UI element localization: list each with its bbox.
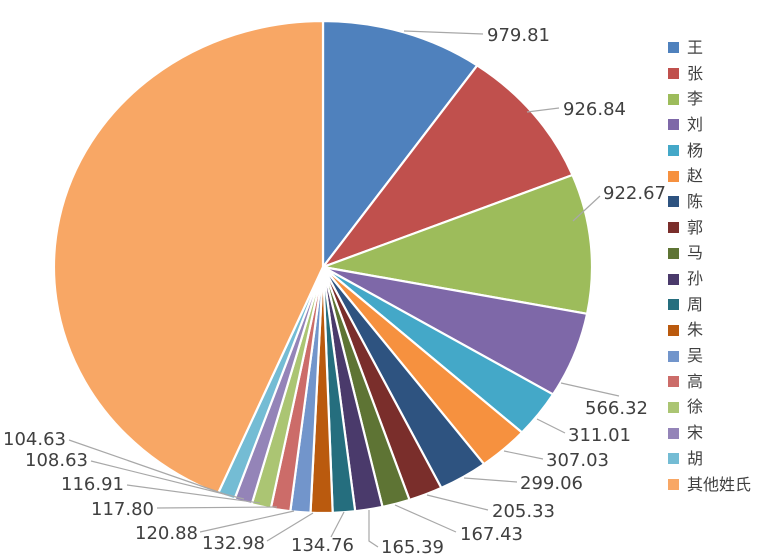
legend-swatch-xu: [668, 401, 679, 413]
legend-item-zhang[interactable]: 张: [668, 61, 751, 87]
legend-swatch-gao: [668, 376, 679, 388]
leader-line-xu: [126, 484, 261, 504]
leader-line-liu: [560, 382, 620, 397]
leader-line-zhang: [526, 107, 560, 113]
value-label-sun: 165.39: [381, 537, 444, 556]
legend-item-wang[interactable]: 王: [668, 35, 751, 61]
legend-swatch-yang: [668, 145, 679, 157]
leader-line-zhou: [330, 511, 345, 538]
legend-label-song: 宋: [687, 423, 704, 443]
legend-label-gao: 高: [687, 371, 704, 391]
legend-item-chen[interactable]: 陈: [668, 189, 751, 215]
value-label-yang: 311.01: [568, 425, 631, 446]
legend-item-other-surnames[interactable]: 其他姓氏: [668, 472, 751, 498]
chart-legend: 王张李刘杨赵陈郭马孙周朱吴高徐宋胡其他姓氏: [668, 35, 751, 497]
legend-item-song[interactable]: 宋: [668, 420, 751, 446]
legend-item-hu[interactable]: 胡: [668, 446, 751, 472]
legend-swatch-chen: [668, 196, 679, 208]
value-label-zhao: 307.03: [546, 450, 609, 471]
value-label-wang: 979.81: [487, 25, 550, 46]
legend-item-gao[interactable]: 高: [668, 369, 751, 395]
value-label-ma: 167.43: [460, 524, 523, 545]
legend-item-ma[interactable]: 马: [668, 241, 751, 267]
leader-line-ma: [394, 504, 457, 533]
legend-label-zhang: 张: [687, 63, 704, 83]
legend-swatch-wu: [668, 350, 679, 362]
legend-item-zhu[interactable]: 朱: [668, 318, 751, 344]
legend-item-wu[interactable]: 吴: [668, 343, 751, 369]
value-label-hu: 104.63: [3, 429, 66, 450]
legend-item-yang[interactable]: 杨: [668, 138, 751, 164]
leader-line-chen: [463, 477, 518, 483]
legend-label-ma: 马: [687, 243, 704, 263]
legend-swatch-song: [668, 427, 679, 439]
legend-label-hu: 胡: [687, 448, 704, 468]
legend-item-zhou[interactable]: 周: [668, 292, 751, 318]
leader-line-sun: [368, 510, 379, 548]
leader-line-zhu: [266, 512, 314, 542]
legend-swatch-wang: [668, 42, 679, 54]
legend-item-xu[interactable]: 徐: [668, 395, 751, 421]
legend-label-other-surnames: 其他姓氏: [687, 474, 752, 494]
legend-label-yang: 杨: [687, 140, 704, 160]
value-label-guo: 205.33: [492, 501, 555, 522]
value-label-xu: 116.91: [61, 474, 124, 495]
value-label-zhang: 926.84: [563, 99, 626, 120]
legend-swatch-zhou: [668, 299, 679, 311]
value-label-song: 108.63: [25, 450, 88, 471]
legend-swatch-li: [668, 93, 679, 105]
leader-line-wu: [199, 510, 295, 533]
legend-label-zhao: 赵: [687, 166, 704, 186]
legend-swatch-zhu: [668, 324, 679, 336]
legend-swatch-sun: [668, 273, 679, 285]
legend-swatch-guo: [668, 222, 679, 234]
legend-label-zhu: 朱: [687, 320, 704, 340]
legend-item-sun[interactable]: 孙: [668, 266, 751, 292]
legend-label-liu: 刘: [687, 114, 704, 134]
leader-line-wang: [403, 30, 484, 35]
leader-line-yang: [536, 418, 566, 434]
legend-label-chen: 陈: [687, 191, 704, 211]
value-label-chen: 299.06: [520, 473, 583, 494]
legend-item-liu[interactable]: 刘: [668, 112, 751, 138]
legend-swatch-hu: [668, 453, 679, 465]
legend-label-wang: 王: [687, 37, 704, 57]
pie-slice-wang[interactable]: [321, 19, 479, 269]
leader-line-gao: [156, 506, 278, 509]
value-label-li: 922.67: [603, 183, 666, 204]
value-label-liu: 566.32: [585, 398, 648, 419]
legend-swatch-other-surnames: [668, 479, 679, 491]
legend-label-guo: 郭: [687, 217, 704, 237]
pie-slice-li[interactable]: [321, 173, 594, 315]
legend-label-sun: 孙: [687, 269, 704, 289]
value-label-zhou: 134.76: [291, 535, 354, 556]
value-label-wu: 120.88: [135, 523, 198, 544]
legend-label-wu: 吴: [687, 346, 704, 366]
value-label-zhu: 132.98: [202, 533, 265, 554]
leader-line-hu: [68, 439, 228, 496]
pie-slice-zhang[interactable]: [321, 64, 574, 269]
leader-line-li: [572, 195, 601, 222]
leader-line-guo: [426, 494, 489, 511]
legend-item-guo[interactable]: 郭: [668, 215, 751, 241]
legend-label-zhou: 周: [687, 294, 704, 314]
value-label-gao: 117.80: [91, 499, 154, 520]
leader-line-zhao: [503, 450, 544, 460]
legend-swatch-zhao: [668, 170, 679, 182]
legend-swatch-ma: [668, 247, 679, 259]
legend-item-zhao[interactable]: 赵: [668, 163, 751, 189]
legend-label-li: 李: [687, 89, 704, 109]
pie-slice-other-surnames[interactable]: [52, 19, 325, 495]
legend-swatch-zhang: [668, 68, 679, 80]
legend-label-xu: 徐: [687, 397, 704, 417]
legend-swatch-liu: [668, 119, 679, 131]
legend-item-li[interactable]: 李: [668, 86, 751, 112]
